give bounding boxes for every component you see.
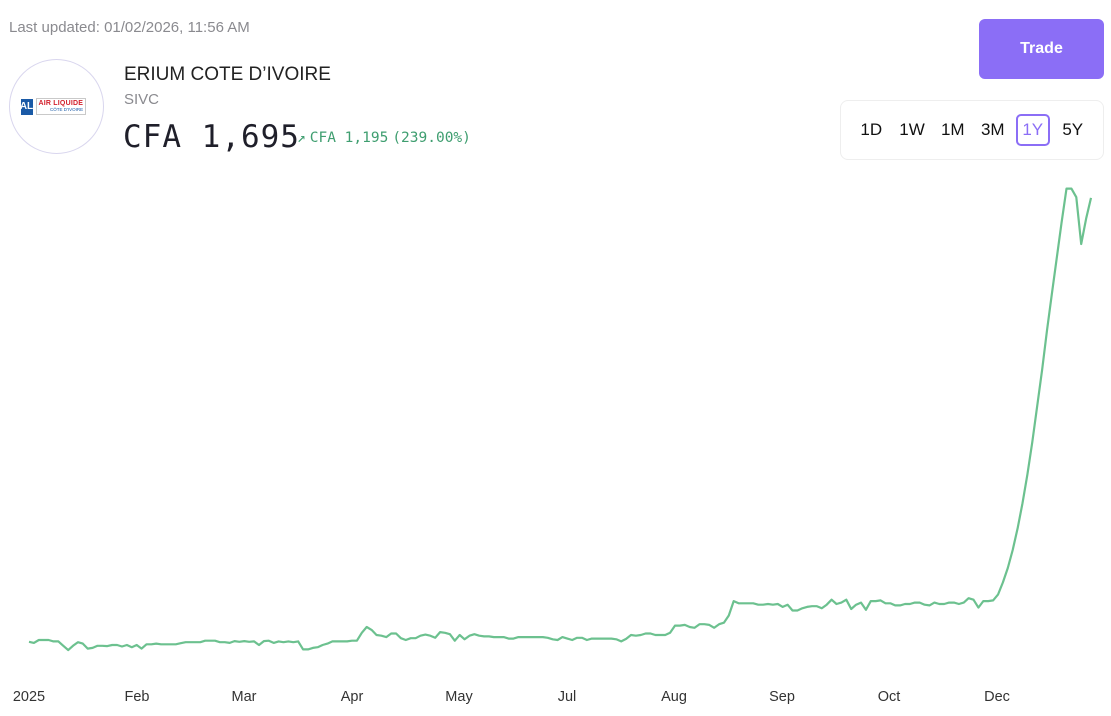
x-tick-label: May xyxy=(445,689,473,705)
x-tick-label: Mar xyxy=(232,689,257,705)
trend-up-icon: ↗ xyxy=(297,130,306,146)
x-tick-label: Feb xyxy=(125,689,150,705)
logo-text-main: AIR LIQUIDE xyxy=(38,100,84,108)
change-percent: (239.00%) xyxy=(392,130,471,146)
range-button-5y[interactable]: 5Y xyxy=(1056,114,1090,146)
logo-badge: AL AIR LIQUIDE CÔTE D'IVOIRE xyxy=(20,95,93,119)
x-tick-label: Aug xyxy=(661,689,687,705)
last-updated: Last updated: 01/02/2026, 11:56 AM xyxy=(9,19,250,36)
logo-text-box: AIR LIQUIDE CÔTE D'IVOIRE xyxy=(35,98,87,115)
range-button-3m[interactable]: 3M xyxy=(976,114,1010,146)
trade-button[interactable]: Trade xyxy=(979,19,1104,79)
ticker-symbol: SIVC xyxy=(124,91,160,108)
x-tick-label: Dec xyxy=(984,689,1010,705)
company-logo: AL AIR LIQUIDE CÔTE D'IVOIRE xyxy=(9,59,104,154)
range-button-1w[interactable]: 1W xyxy=(894,114,930,146)
change-value: CFA 1,195 xyxy=(309,130,389,146)
company-name: ERIUM COTE D’IVOIRE xyxy=(124,64,331,85)
logo-text-sub: CÔTE D'IVOIRE xyxy=(49,107,84,113)
x-tick-label: Oct xyxy=(878,689,901,705)
x-tick-label: Sep xyxy=(769,689,795,705)
range-button-1y[interactable]: 1Y xyxy=(1015,114,1050,146)
price-change: ↗ CFA 1,195 (239.00%) xyxy=(297,130,471,146)
x-tick-label: 2025 xyxy=(13,689,45,705)
current-price: CFA 1,695 xyxy=(123,119,300,155)
range-button-1d[interactable]: 1D xyxy=(854,114,888,146)
range-button-1m[interactable]: 1M xyxy=(936,114,970,146)
time-range-selector: 1D 1W 1M 3M 1Y 5Y xyxy=(840,100,1104,160)
price-series-line xyxy=(28,187,1093,652)
x-tick-label: Jul xyxy=(558,689,577,705)
x-tick-label: Apr xyxy=(341,689,364,705)
logo-mark: AL xyxy=(20,98,33,115)
